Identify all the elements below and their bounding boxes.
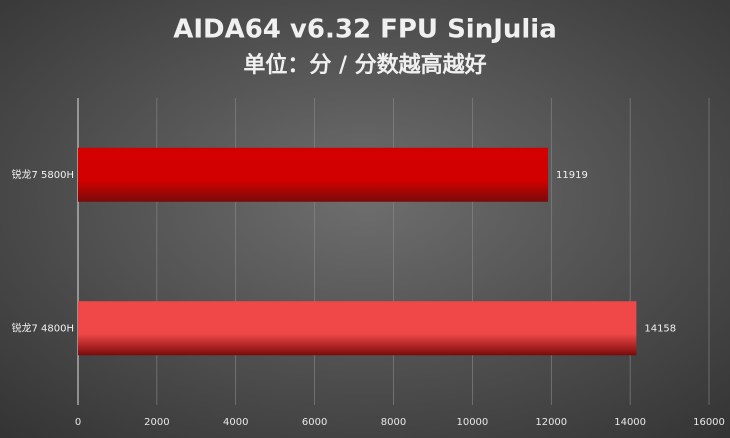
x-tick-label: 6000 (302, 417, 327, 428)
x-tick-label: 14000 (614, 417, 646, 428)
x-tick-label: 16000 (693, 417, 725, 428)
x-tick-label: 8000 (381, 417, 406, 428)
value-label: 14158 (644, 323, 676, 334)
chart-subtitle: 单位：分 / 分数越高越好 (243, 52, 486, 78)
y-tick-label: 锐龙7 4800H (11, 321, 74, 334)
y-tick-label: 锐龙7 5800H (11, 168, 74, 181)
chart-title: AIDA64 v6.32 FPU SinJulia (173, 15, 557, 45)
x-tick-label: 10000 (456, 417, 488, 428)
bar (78, 301, 637, 356)
x-tick-label: 12000 (535, 417, 567, 428)
bar (78, 147, 549, 202)
x-tick-label: 4000 (223, 417, 248, 428)
value-label: 11919 (556, 170, 588, 181)
x-tick-label: 0 (75, 417, 81, 428)
x-tick-label: 2000 (144, 417, 169, 428)
